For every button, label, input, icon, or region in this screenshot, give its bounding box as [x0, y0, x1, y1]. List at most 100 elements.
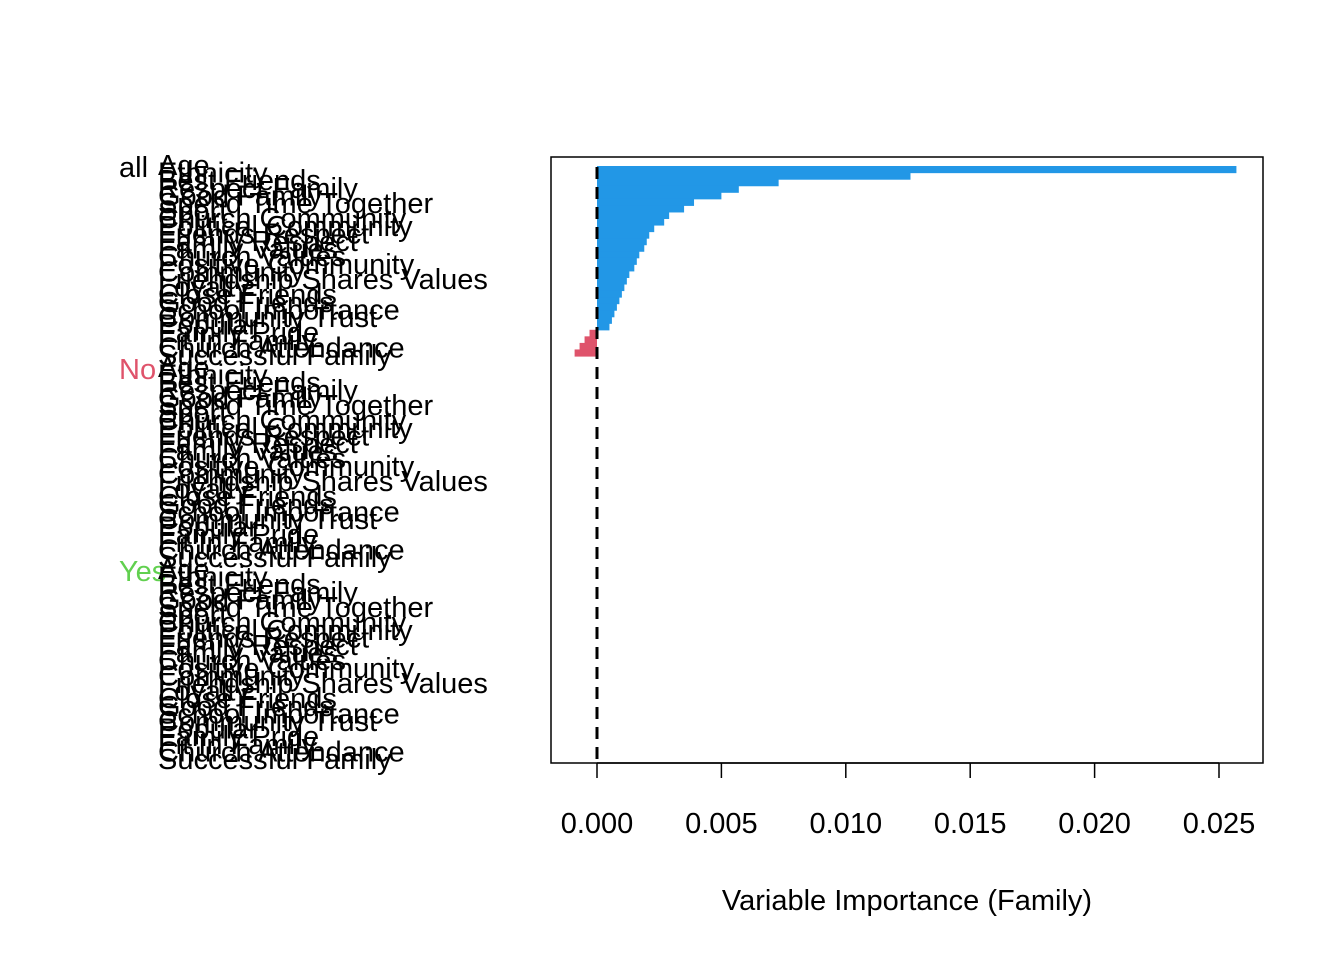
variable-label: Community Trust — [158, 706, 377, 738]
variable-label: Respect Family — [158, 375, 358, 407]
importance-bar — [584, 336, 597, 344]
variable-label: Friendship Shares Values — [158, 466, 488, 498]
variable-label: Community — [158, 458, 305, 490]
x-tick-label: 0.015 — [934, 808, 1007, 840]
importance-bars — [574, 166, 1237, 357]
variable-label: Friends Respect — [158, 622, 369, 654]
variable-label: Family Pride — [158, 317, 319, 349]
variable-label: Best Friends — [158, 569, 321, 601]
variable-label: Successful Family — [158, 542, 392, 574]
variable-label: Best Friends — [158, 367, 321, 399]
variable-label: Ethnicity — [158, 562, 268, 594]
variable-label: Popular — [158, 310, 258, 342]
variable-label: School Importance — [158, 496, 400, 528]
variable-label: Good Friends — [158, 691, 334, 723]
variable-label: Sport — [158, 196, 227, 228]
variable-label: Political Community — [158, 211, 413, 243]
importance-bar — [597, 172, 911, 180]
variable-label: Family Pride — [158, 519, 319, 551]
variable-label: Friendship Shares Values — [158, 264, 488, 296]
x-axis: 0.000 0.005 0.010 0.015 0.020 0.025 — [561, 762, 1255, 840]
variable-label: Spend Time Together — [158, 188, 433, 220]
x-tick-label: 0.020 — [1058, 808, 1131, 840]
variable-label: Political Community — [158, 413, 413, 445]
group-label-all: all — [119, 152, 148, 184]
group-label-no: No — [119, 354, 156, 386]
variable-label: Church Values — [158, 443, 346, 475]
importance-bar — [597, 323, 610, 331]
variable-label: Ethnicity — [158, 360, 268, 392]
variable-label: Friends Respect — [158, 420, 369, 452]
importance-bar — [574, 349, 597, 357]
variable-label: Sport — [158, 600, 227, 632]
importance-bar — [597, 303, 617, 311]
variable-label: Fit In Family — [158, 729, 316, 761]
variable-label: Community — [158, 660, 305, 692]
variable-label: Community — [158, 256, 305, 288]
variable-label: Positive Community — [158, 653, 415, 685]
x-tick-label: 0.005 — [685, 808, 758, 840]
variable-label: Family Respect — [158, 630, 358, 662]
variable-label: Fit In Family — [158, 527, 316, 559]
variable-label: Church Values — [158, 645, 346, 677]
variable-label: Church Attendance — [158, 534, 405, 566]
importance-bar — [597, 185, 739, 193]
variable-label: Positive Community — [158, 249, 415, 281]
variable-label: Age — [158, 352, 210, 384]
variable-label: Family Values — [158, 638, 338, 670]
variable-label: Close Friends — [158, 481, 337, 513]
importance-bar — [597, 179, 779, 187]
variable-label: Good Friends — [158, 489, 334, 521]
variable-label: Close Friends — [158, 279, 337, 311]
importance-bar — [579, 342, 597, 351]
importance-bar — [597, 211, 670, 220]
variable-label: Church Community — [158, 203, 407, 235]
variable-label: Community Trust — [158, 504, 377, 536]
variable-label: Friendship Shares Values — [158, 668, 488, 700]
x-axis-label: Variable Importance (Family) — [722, 885, 1092, 917]
importance-bar — [597, 283, 625, 292]
importance-bar — [589, 329, 597, 337]
variable-label: Church Attendance — [158, 332, 405, 364]
importance-bar — [597, 224, 655, 233]
x-tick-label: 0.010 — [810, 808, 883, 840]
importance-bar — [597, 192, 722, 200]
importance-bar — [597, 218, 665, 226]
importance-bar — [597, 310, 615, 318]
importance-bar — [597, 297, 620, 305]
variable-label: Family Respect — [158, 226, 358, 258]
variable-label: Successful Family — [158, 340, 392, 372]
variable-label: Loyalty — [158, 272, 250, 304]
variable-label: Community Trust — [158, 302, 377, 334]
importance-bar — [597, 231, 650, 239]
variable-label: Loyalty — [158, 676, 250, 708]
variable-label: Ethnicity — [158, 158, 268, 190]
group-label-yes: Yes — [119, 556, 166, 588]
variable-label: Loyalty — [158, 474, 250, 506]
importance-bar — [597, 166, 1237, 174]
variable-label: Sport — [158, 398, 227, 430]
variable-label: School Importance — [158, 294, 400, 326]
variable-label: Family Pride — [158, 721, 319, 753]
variable-label: Age — [158, 554, 210, 586]
variable-label: Good Family — [158, 382, 323, 414]
variable-label: Fit In Family — [158, 325, 316, 357]
variable-label: Family Values — [158, 436, 338, 468]
variable-label: Respect Family — [158, 577, 358, 609]
variable-label: Political Community — [158, 615, 413, 647]
importance-bar — [597, 251, 640, 259]
variable-label: Good Friends — [158, 287, 334, 319]
variable-label: Good Family — [158, 584, 323, 616]
importance-bar — [597, 257, 637, 265]
variable-label: Popular — [158, 512, 258, 544]
variable-label: Respect Family — [158, 173, 358, 205]
variable-label: Popular — [158, 714, 258, 746]
variable-label: Close Friends — [158, 683, 337, 715]
variable-label: Church Community — [158, 607, 407, 639]
variable-label: Family Values — [158, 234, 338, 266]
variable-label: Church Attendance — [158, 736, 405, 768]
importance-bar — [597, 290, 622, 298]
importance-bar — [597, 277, 627, 285]
